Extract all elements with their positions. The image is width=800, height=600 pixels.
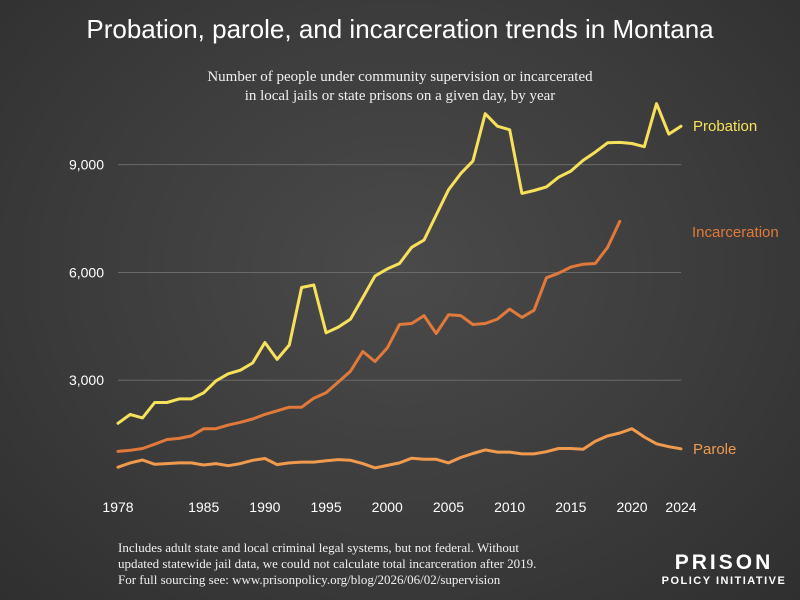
footnote-line: Includes adult state and local criminal … (118, 540, 520, 555)
footnote-line: updated statewide jail data, we could no… (118, 556, 537, 571)
series-lines (116, 102, 683, 470)
y-tick-label: 3,000 (69, 372, 104, 388)
subtitle-line: Number of people under community supervi… (207, 69, 593, 85)
axis-ticks: 3,000 6,000 9,000 1978 1985 1990 1995 2000 2005 2… (69, 157, 697, 515)
prison-policy-initiative-logo: PRISON POLICY INITIATIVE (656, 552, 792, 588)
x-tick-label: 1990 (249, 499, 280, 515)
series-line-incarceration (116, 219, 622, 453)
series-label-incarceration: Incarceration (692, 224, 779, 241)
x-tick-label: 2020 (616, 499, 647, 515)
footnote: Includes adult state and local criminal … (118, 540, 598, 588)
x-tick-label: 2000 (372, 499, 403, 515)
y-tick-label: 9,000 (69, 157, 104, 173)
series-line-parole (116, 427, 683, 470)
x-tick-label: 1995 (310, 499, 341, 515)
logo-line-1: PRISON (674, 551, 774, 574)
series-line-probation (116, 102, 683, 425)
series-label-parole: Parole (693, 441, 736, 458)
subtitle-line: in local jails or state prisons on a giv… (244, 88, 556, 104)
chart-title: Probation, parole, and incarceration tre… (86, 14, 714, 44)
series-label-probation: Probation (693, 118, 757, 135)
y-tick-label: 6,000 (69, 264, 104, 280)
logo-line-2: POLICY INITIATIVE (661, 575, 787, 587)
x-tick-label: 1985 (188, 499, 219, 515)
chart-subtitle: Number of people under community supervi… (150, 68, 650, 106)
series-labels: Probation Incarceration Parole (692, 118, 779, 458)
x-tick-label: 2015 (555, 499, 586, 515)
x-tick-label: 2010 (494, 499, 525, 515)
x-tick-label: 2005 (433, 499, 464, 515)
gridlines (118, 164, 681, 381)
footnote-line: For full sourcing see: www.prisonpolicy.… (118, 572, 501, 587)
x-tick-label: 2024 (665, 499, 696, 515)
x-tick-label: 1978 (102, 499, 133, 515)
